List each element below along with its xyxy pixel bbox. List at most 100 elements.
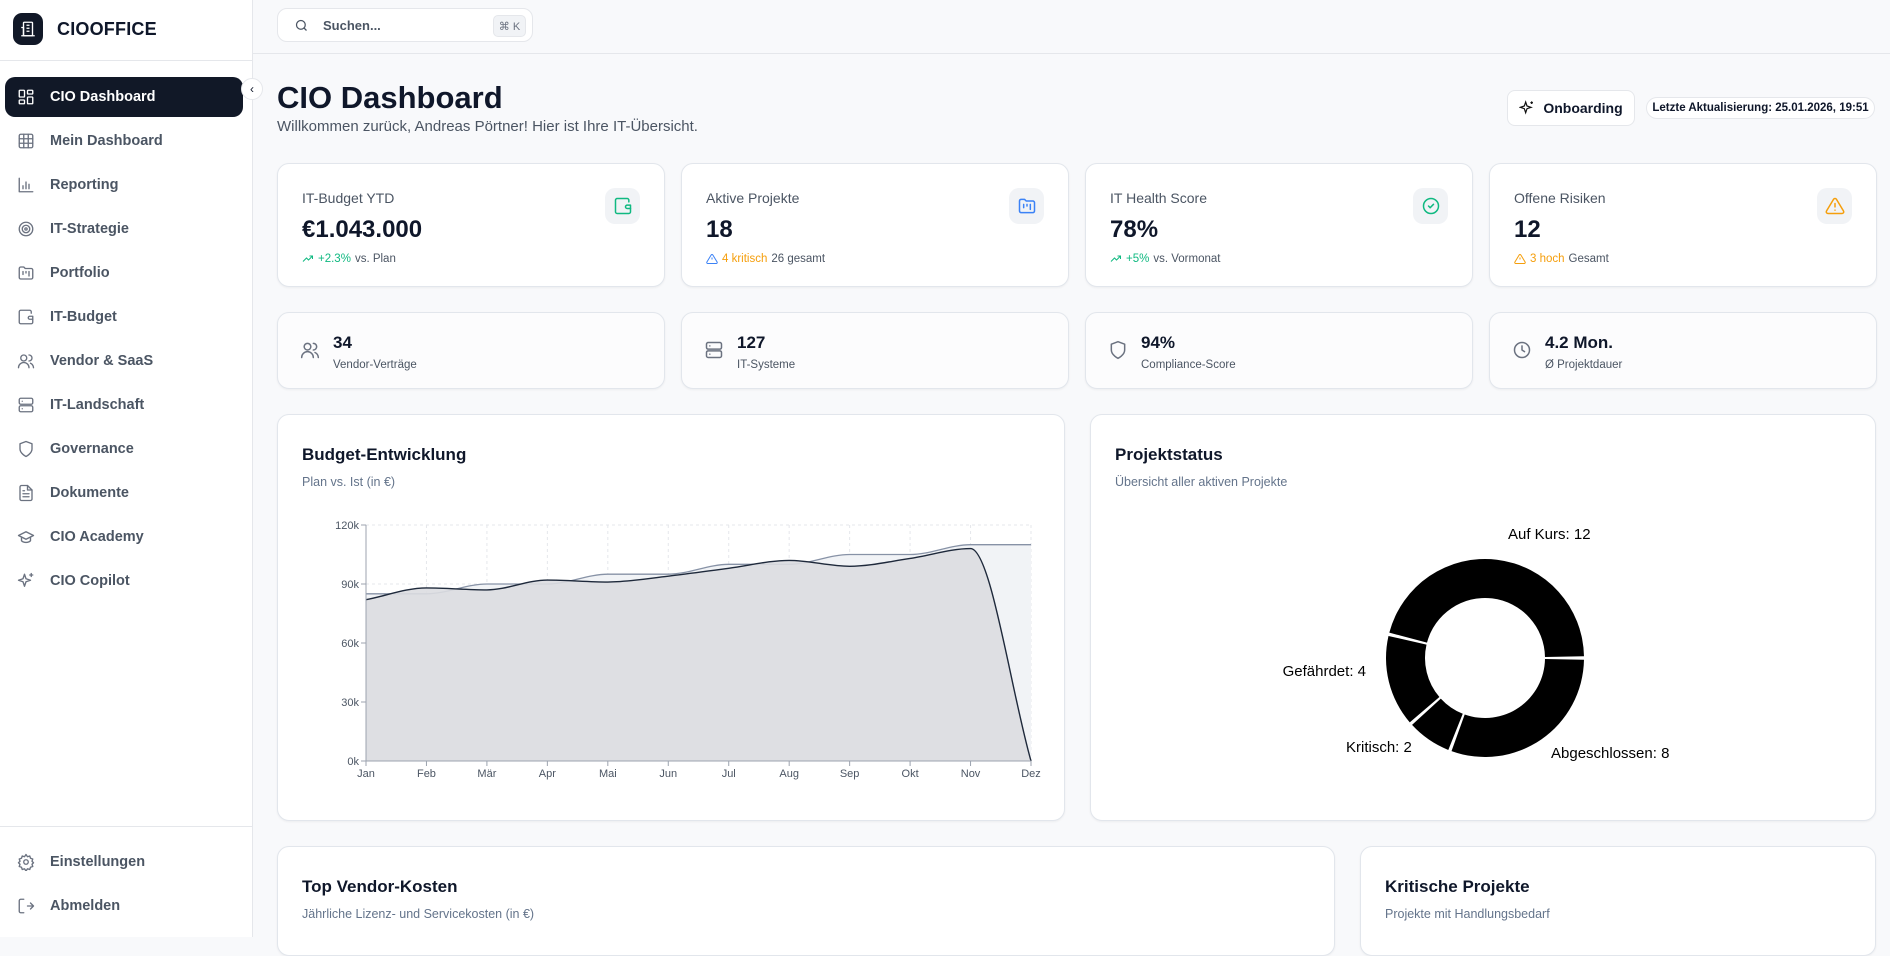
kpi-label: Offene Risiken <box>1514 190 1606 206</box>
sidebar-item-it-strategie[interactable]: IT-Strategie <box>5 209 243 249</box>
vendor-costs-card: Top Vendor-Kosten Jährliche Lizenz- und … <box>277 846 1335 956</box>
sidebar: CIOOFFICE CIO Dashboard Mein Dashboard Rep… <box>0 0 253 937</box>
sidebar-item-cio-dashboard[interactable]: CIO Dashboard <box>5 77 243 117</box>
donut-slice-kritisch[interactable] <box>1412 698 1463 750</box>
check-circle-icon <box>1422 197 1439 215</box>
budget-area-chart: 0k 30k 60k 90k 120k Jan Feb Mär Apr Mai Jun Jul Aug S… <box>335 520 1041 780</box>
donut-slice-abgeschlossen[interactable] <box>1451 659 1584 757</box>
sidebar-item-it-landschaft[interactable]: IT-Landschaft <box>5 385 243 425</box>
x-tick-label: Okt <box>902 768 919 780</box>
kpi-value: 12 <box>1514 216 1541 243</box>
sidebar-item-reporting[interactable]: Reporting <box>5 165 243 205</box>
x-tick-label: Sep <box>840 768 860 780</box>
last-updated-badge: Letzte Aktualisierung: 25.01.2026, 19:51 <box>1646 97 1875 119</box>
kpi-value: 78% <box>1110 216 1159 243</box>
shortcut-badge: ⌘ K <box>493 15 526 37</box>
collapse-sidebar-button[interactable]: ‹ <box>241 78 263 100</box>
clock-icon <box>1513 341 1531 359</box>
onboarding-button[interactable]: Onboarding <box>1507 90 1635 126</box>
sidebar-item-governance[interactable]: Governance <box>5 429 243 469</box>
y-tick-label: 90k <box>341 579 359 591</box>
x-tick-label: Jul <box>722 768 736 780</box>
folder-kanban-icon <box>18 266 34 280</box>
kpi-card-it-budget-ytd: IT-Budget YTD €1.043.000 +2.3% vs. Plan <box>277 163 665 287</box>
kpi-delta: 4 kritisch <box>722 253 768 265</box>
trending-up-icon <box>1110 255 1121 262</box>
budget-chart-card: Budget-Entwicklung Plan vs. Ist (in €) 0… <box>277 414 1065 821</box>
users-icon <box>17 354 35 369</box>
alert-triangle-icon <box>706 253 718 264</box>
sidebar-item-einstellungen[interactable]: Einstellungen <box>5 842 243 882</box>
stat-card-vendor-vertra-ge: 34 Vendor-Verträge <box>277 312 665 389</box>
sidebar-item-label: Governance <box>50 441 134 457</box>
sidebar-item-it-budget[interactable]: IT-Budget <box>5 297 243 337</box>
card-subtitle: Plan vs. Ist (in €) <box>302 475 396 489</box>
y-tick-label: 60k <box>341 638 359 650</box>
layout-dashboard-icon <box>18 89 34 105</box>
stat-card-compliance-score: 94% Compliance-Score <box>1085 312 1473 389</box>
sidebar-item-vendor-saas[interactable]: Vendor & SaaS <box>5 341 243 381</box>
kpi-value: €1.043.000 <box>302 216 423 243</box>
stat-value: 34 <box>333 333 352 352</box>
alert-triangle-icon <box>1825 197 1844 215</box>
card-title: Projektstatus <box>1115 445 1223 464</box>
sidebar-item-mein-dashboard[interactable]: Mein Dashboard <box>5 121 243 161</box>
card-title: Budget-Entwicklung <box>302 445 467 464</box>
stat-label: Compliance-Score <box>1141 359 1236 371</box>
critical-projects-card: Kritische Projekte Projekte mit Handlung… <box>1360 846 1876 956</box>
kpi-card-offene-risiken: Offene Risiken 12 3 hoch Gesamt <box>1489 163 1877 287</box>
kpi-delta: +2.3% <box>318 253 351 265</box>
x-tick-label: Jan <box>357 768 375 780</box>
card-subtitle: Projekte mit Handlungsbedarf <box>1385 907 1550 921</box>
sidebar-item-cio-academy[interactable]: CIO Academy <box>5 517 243 557</box>
x-tick-label: Feb <box>417 768 436 780</box>
log-out-icon <box>18 898 35 914</box>
kpi-card-it-health-score: IT Health Score 78% +5% vs. Vormonat <box>1085 163 1473 287</box>
kpi-note: Gesamt <box>1568 253 1609 265</box>
card-title: Kritische Projekte <box>1385 877 1530 896</box>
card-subtitle: Jährliche Lizenz- und Servicekosten (in … <box>302 907 535 921</box>
sidebar-item-label: IT-Budget <box>50 309 117 325</box>
y-tick-label: 120k <box>335 520 359 532</box>
sidebar-item-label: Reporting <box>50 177 119 193</box>
sidebar-item-dokumente[interactable]: Dokumente <box>5 473 243 513</box>
wallet-icon <box>18 309 34 325</box>
sparkles-icon <box>1519 100 1534 115</box>
sidebar-item-label: Dokumente <box>50 485 129 501</box>
topbar: Suchen... ⌘ K <box>253 0 1890 54</box>
sidebar-item-label: Vendor & SaaS <box>50 353 154 369</box>
donut-label: Gefährdet: 4 <box>1283 663 1366 680</box>
stat-value: 127 <box>737 333 766 352</box>
x-tick-label: Mär <box>477 768 496 780</box>
sidebar-item-abmelden[interactable]: Abmelden <box>5 886 243 926</box>
alert-triangle-icon <box>1514 253 1526 264</box>
users-icon <box>300 342 320 359</box>
card-title: Top Vendor-Kosten <box>302 877 458 896</box>
donut-slice-gefa-hrdet[interactable] <box>1386 635 1440 723</box>
bar-chart-icon <box>18 177 34 193</box>
sidebar-item-label: Einstellungen <box>50 854 146 870</box>
sidebar-item-cio-copilot[interactable]: CIO Copilot <box>5 561 243 601</box>
donut-label: Auf Kurs: 12 <box>1508 526 1591 543</box>
stat-value: 94% <box>1141 333 1176 352</box>
kpi-label: IT Health Score <box>1110 190 1208 206</box>
donut-label: Kritisch: 2 <box>1346 739 1412 756</box>
sidebar-item-portfolio[interactable]: Portfolio <box>5 253 243 293</box>
target-icon <box>18 221 34 237</box>
x-tick-label: Dez <box>1021 768 1041 780</box>
sparkles-icon <box>17 572 34 587</box>
x-tick-label: Aug <box>779 768 799 780</box>
shield-icon <box>19 440 33 458</box>
kpi-label: Aktive Projekte <box>706 190 800 206</box>
kpi-label: IT-Budget YTD <box>302 190 395 206</box>
brand-name: CIOOFFICE <box>57 19 157 39</box>
kpi-card-aktive-projekte: Aktive Projekte 18 4 kritisch 26 gesamt <box>681 163 1069 287</box>
folder-kanban-icon <box>1018 198 1035 214</box>
y-tick-label: 0k <box>347 756 359 768</box>
sidebar-item-label: CIO Copilot <box>50 573 130 589</box>
search-input[interactable]: Suchen... ⌘ K <box>277 8 533 42</box>
stat-card-it-systeme: 127 IT-Systeme <box>681 312 1069 389</box>
line-ist <box>365 547 1032 762</box>
donut-slice-auf-kurs[interactable] <box>1389 559 1584 657</box>
sidebar-item-label: CIO Dashboard <box>50 89 156 105</box>
